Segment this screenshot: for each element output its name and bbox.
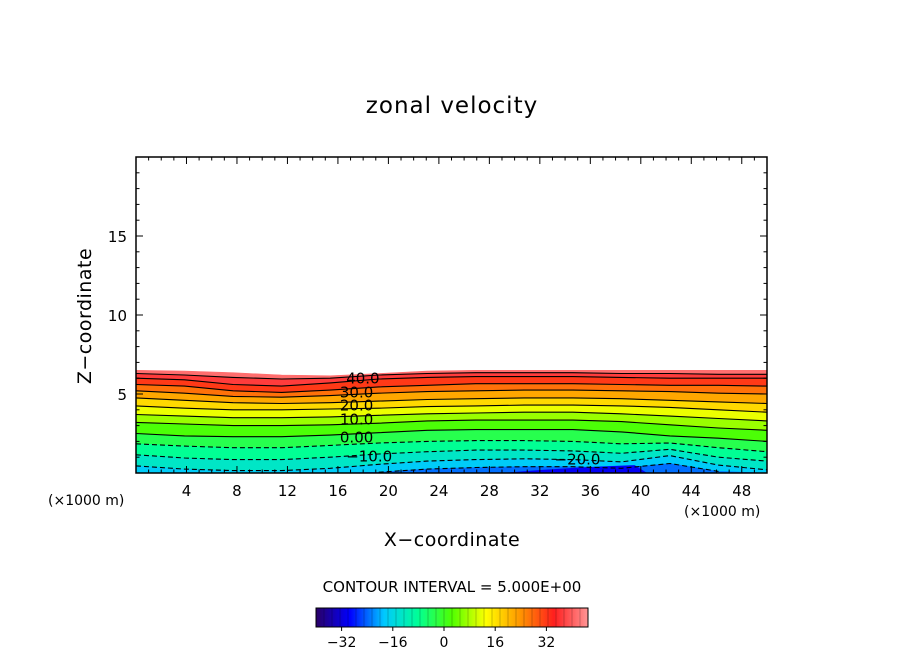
contour-label: 20.0 [340, 396, 373, 414]
colorbar-tick-label: −16 [378, 635, 408, 651]
contour-label: 30.0 [340, 384, 373, 402]
contour-label: 40.0 [346, 369, 379, 387]
x-tick-label: 20 [379, 482, 398, 500]
x-tick-label: 4 [182, 482, 192, 500]
contour-line [136, 429, 767, 442]
contour-line [136, 448, 767, 462]
contour-line [136, 440, 767, 453]
x-tick-label: 44 [682, 482, 701, 500]
contour-line [136, 376, 767, 387]
x-tick-label: 28 [480, 482, 499, 500]
field-core [501, 465, 648, 473]
contour-interval-note: CONTOUR INTERVAL = 5.000E+00 [323, 578, 582, 596]
colorbar-ticks: −32 −16 0 16 32 [327, 627, 555, 651]
y-tick-label: 5 [117, 386, 127, 404]
contour-line [136, 455, 767, 472]
colorbar-tick-label: 32 [537, 635, 555, 651]
y-tick-label: 15 [108, 228, 127, 246]
x-tick-label: 12 [278, 482, 297, 500]
x-axis: 4 8 12 16 20 24 28 32 36 40 44 48 [135, 157, 768, 500]
contour-lines [136, 372, 767, 473]
contour-line [136, 397, 767, 405]
colorbar-fill [315, 607, 589, 628]
y-axis: 5 10 15 [108, 156, 767, 474]
colorbar-tick-label: 16 [486, 635, 504, 651]
y-tick-label: 10 [108, 307, 127, 325]
colorbar: −32 −16 0 16 32 [315, 607, 589, 651]
contour-label: 10.0 [340, 411, 373, 429]
colorbar-tick-label: 0 [440, 635, 449, 651]
x-tick-label: 36 [581, 482, 600, 500]
contour-line [136, 411, 767, 422]
contour-label: 0.00 [340, 429, 373, 447]
x-tick-label: 32 [530, 482, 549, 500]
contour-labels: 40.030.020.010.00.00−10.0 −20.0 [340, 369, 601, 468]
contour-line [136, 419, 767, 431]
contour-label: −10.0 [346, 447, 392, 465]
contour-line [136, 389, 767, 398]
x-unit-right: (×1000 m) [684, 504, 760, 520]
x-tick-label: 48 [732, 482, 751, 500]
x-axis-label: X−coordinate [384, 529, 520, 551]
x-tick-label: 24 [429, 482, 448, 500]
y-axis-label: Z−coordinate [74, 248, 96, 384]
colorbar-tick-label: −32 [327, 635, 357, 651]
contour-line [378, 462, 719, 473]
x-unit-left: (×1000 m) [48, 493, 124, 509]
contour-label: −20.0 [555, 451, 601, 469]
x-tick-label: 16 [328, 482, 347, 500]
contour-line [136, 372, 767, 380]
chart-title: zonal velocity [366, 93, 538, 119]
contour-line [136, 383, 767, 393]
contour-line [136, 404, 767, 413]
x-tick-label: 40 [631, 482, 650, 500]
colorbar-segments [323, 608, 581, 627]
x-tick-label: 8 [232, 482, 242, 500]
